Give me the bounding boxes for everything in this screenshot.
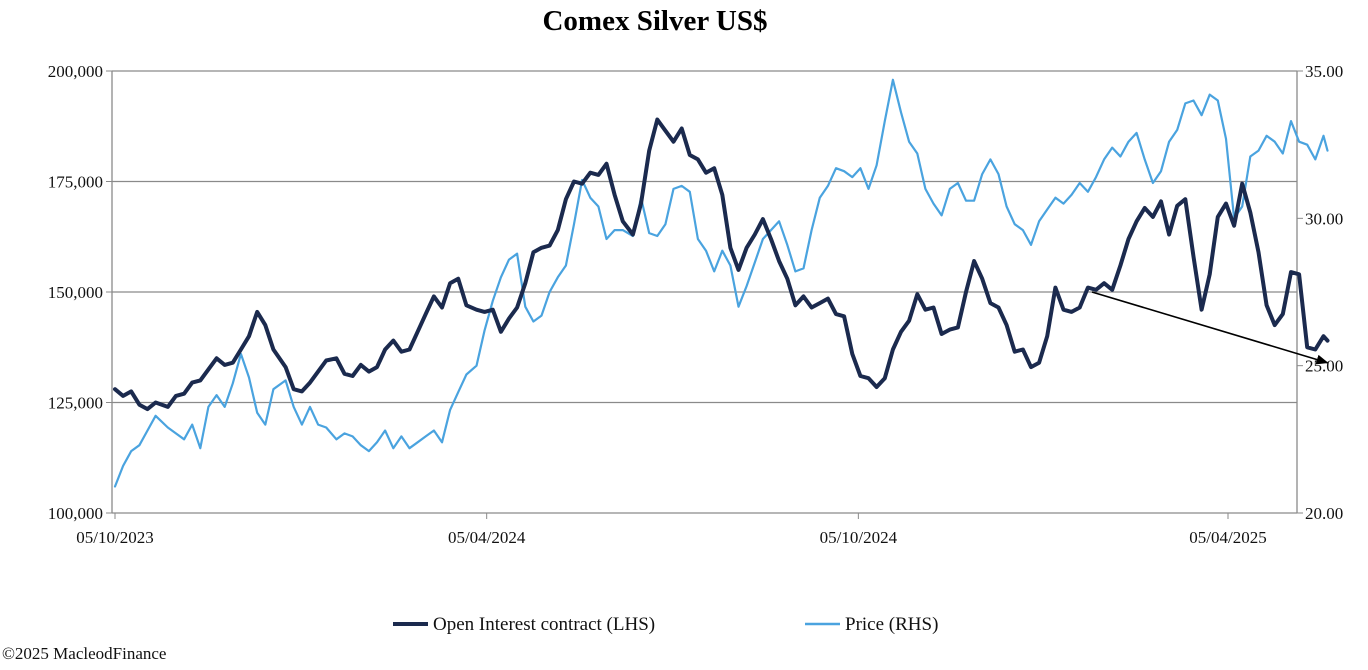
gridlines: [111, 70, 1298, 514]
silver-chart: Comex Silver US$ 100,000 125,000 150,000 17…: [48, 5, 1344, 635]
right-tick-label: 35.00: [1305, 62, 1343, 81]
right-tick-label: 20.00: [1305, 504, 1343, 523]
legend-label-price: Price (RHS): [845, 614, 938, 635]
left-tick-label: 125,000: [48, 394, 103, 413]
legend-label-open-interest: Open Interest contract (LHS): [433, 614, 655, 635]
series-lines: [113, 78, 1330, 488]
left-tick-label: 200,000: [48, 62, 103, 81]
annotations: [1091, 291, 1329, 365]
x-tick-label: 05/04/2024: [448, 528, 526, 547]
left-axis-ticks: 100,000 125,000 150,000 175,000 200,000: [48, 62, 112, 523]
x-tick-label: 05/10/2024: [820, 528, 898, 547]
left-tick-label: 150,000: [48, 283, 103, 302]
x-tick-label: 05/10/2023: [76, 528, 153, 547]
left-tick-label: 100,000: [48, 504, 103, 523]
right-tick-label: 30.00: [1305, 209, 1343, 228]
legend: Open Interest contract (LHS) Price (RHS): [393, 614, 938, 635]
right-axis-ticks: 20.00 25.00 30.00 35.00: [1297, 62, 1343, 523]
trend-arrow: [1091, 291, 1329, 365]
left-tick-label: 175,000: [48, 173, 103, 192]
x-tick-label: 05/04/2025: [1189, 528, 1266, 547]
x-axis-ticks: 05/10/2023 05/04/2024 05/10/2024 05/04/2025: [76, 513, 1267, 547]
right-tick-label: 25.00: [1305, 357, 1343, 376]
copyright-notice: ©2025 MacleodFinance: [2, 644, 167, 663]
price-line: [113, 78, 1329, 488]
chart-title: Comex Silver US$: [542, 5, 767, 37]
open-interest-line: [113, 117, 1330, 412]
